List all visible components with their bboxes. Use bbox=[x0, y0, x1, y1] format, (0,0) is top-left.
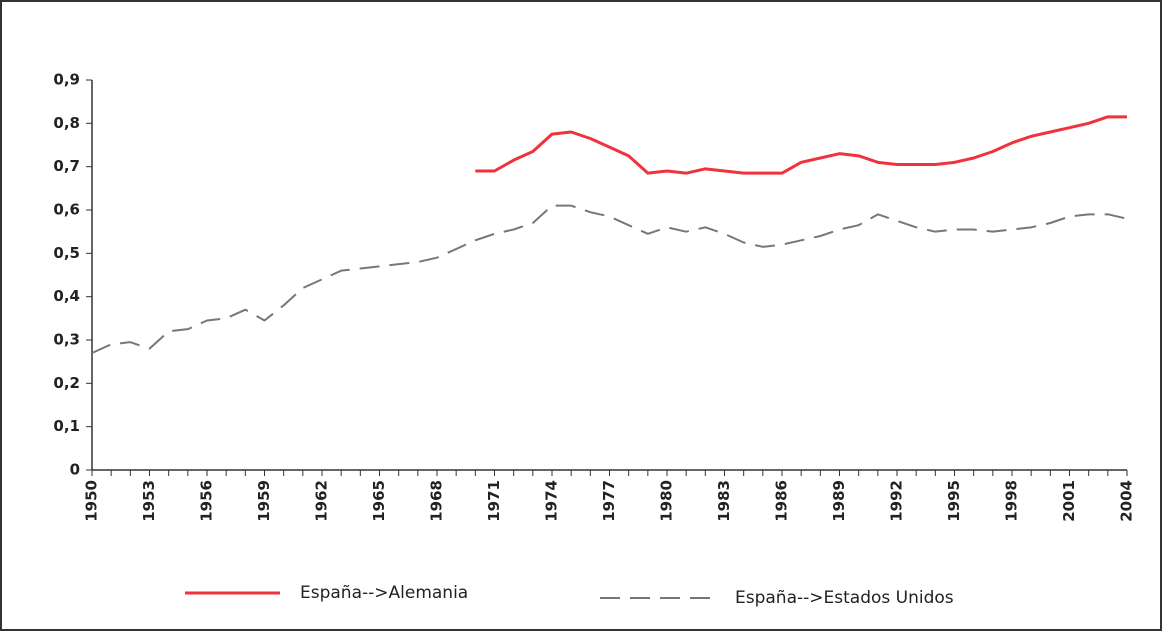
x-tick-label: 1983 bbox=[715, 480, 733, 522]
series-line bbox=[91, 204, 1128, 354]
x-tick-label: 1992 bbox=[888, 480, 906, 522]
x-tick-label: 1980 bbox=[658, 480, 676, 522]
x-tick-label: 1965 bbox=[370, 480, 388, 522]
x-tick-label: 1989 bbox=[830, 480, 848, 522]
x-tick-label: 1962 bbox=[313, 480, 331, 522]
x-tick-label: 1977 bbox=[600, 480, 618, 522]
y-tick-label: 0,2 bbox=[53, 374, 80, 392]
series-line bbox=[475, 115, 1127, 175]
y-tick-label: 0,1 bbox=[53, 417, 80, 435]
y-tick-label: 0 bbox=[70, 461, 80, 479]
y-tick-label: 0,6 bbox=[53, 201, 80, 219]
y-tick-label: 0,3 bbox=[53, 331, 80, 349]
x-tick-label: 1998 bbox=[1003, 480, 1021, 522]
x-tick-label: 1995 bbox=[945, 480, 963, 522]
legend-label: España-->Estados Unidos bbox=[735, 588, 954, 608]
x-tick-label: 2001 bbox=[1060, 480, 1078, 522]
x-tick-label: 2004 bbox=[1118, 480, 1136, 522]
x-tick-label: 1956 bbox=[198, 480, 216, 522]
y-tick-label: 0,4 bbox=[53, 287, 80, 305]
x-tick-label: 1950 bbox=[83, 480, 101, 522]
y-tick-label: 0,9 bbox=[53, 71, 80, 89]
x-tick-label: 1968 bbox=[428, 480, 446, 522]
y-tick-label: 0,5 bbox=[53, 244, 80, 262]
y-tick-label: 0,7 bbox=[53, 157, 80, 175]
x-tick-label: 1953 bbox=[140, 480, 158, 522]
x-tick-label: 1959 bbox=[255, 480, 273, 522]
y-tick-label: 0,8 bbox=[53, 114, 80, 132]
x-tick-label: 1986 bbox=[773, 480, 791, 522]
x-tick-label: 1971 bbox=[485, 480, 503, 522]
x-tick-label: 1974 bbox=[543, 480, 561, 522]
legend-label: España-->Alemania bbox=[300, 583, 468, 603]
